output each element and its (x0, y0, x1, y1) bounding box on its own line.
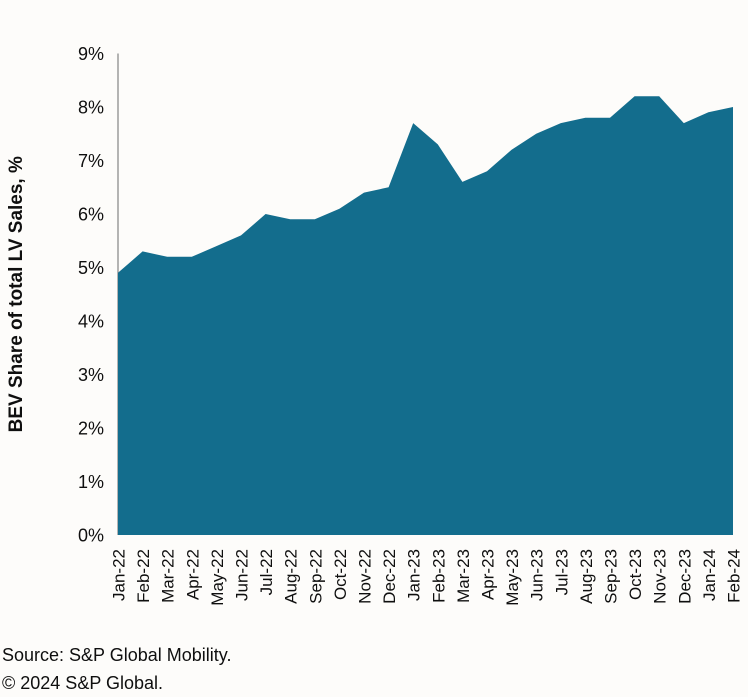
x-tick-label: Jan-24 (700, 549, 719, 601)
area-series (118, 96, 733, 536)
x-tick-label: Dec-22 (380, 549, 399, 604)
copyright-note: © 2024 S&P Global. (2, 673, 164, 693)
x-tick-label: Jun-22 (233, 549, 252, 601)
x-tick-label: Feb-23 (429, 549, 448, 603)
x-tick-label: Feb-22 (134, 549, 153, 603)
x-tick-label: Aug-23 (577, 549, 596, 604)
y-tick-label: 1% (78, 472, 104, 492)
x-tick-label: Nov-23 (651, 549, 670, 604)
x-tick-label: Jan-22 (110, 549, 129, 601)
x-tick-label: Sep-22 (306, 549, 325, 604)
y-tick-label: 9% (78, 44, 104, 64)
y-tick-label: 0% (78, 526, 104, 546)
y-tick-label: 8% (78, 98, 104, 118)
x-tick-label: Nov-22 (356, 549, 375, 604)
x-tick-label: Aug-22 (282, 549, 301, 604)
x-tick-label: Jan-23 (405, 549, 424, 601)
x-tick-label: Jun-23 (528, 549, 547, 601)
y-tick-label: 5% (78, 258, 104, 278)
y-tick-label: 2% (78, 419, 104, 439)
y-axis-title: BEV Share of total LV Sales, % (6, 156, 27, 432)
x-tick-label: Apr-22 (183, 549, 202, 600)
x-tick-label: May-22 (208, 549, 227, 606)
x-tick-label: Apr-23 (479, 549, 498, 600)
y-tick-label: 6% (78, 205, 104, 225)
x-tick-label: Sep-23 (602, 549, 621, 604)
x-tick-label: May-23 (503, 549, 522, 606)
x-tick-label: Oct-23 (626, 549, 645, 600)
x-tick-label: Dec-23 (675, 549, 694, 604)
x-tick-label: Jul-23 (552, 549, 571, 595)
y-tick-label: 3% (78, 365, 104, 385)
source-note: Source: S&P Global Mobility. (2, 645, 232, 665)
y-tick-label: 7% (78, 151, 104, 171)
y-tick-label: 4% (78, 312, 104, 332)
x-tick-label: Oct-22 (331, 549, 350, 600)
chart-canvas: 0% 1% 2% 3% 4% 5% 6% 7% 8% 9% Jan-22 Feb-22 Mar-22 Ap… (6, 44, 744, 606)
x-tick-label: Jul-22 (257, 549, 276, 595)
x-tick-label: Mar-23 (454, 549, 473, 603)
x-tick-label: Feb-24 (725, 549, 744, 603)
x-tick-label: Mar-22 (159, 549, 178, 603)
